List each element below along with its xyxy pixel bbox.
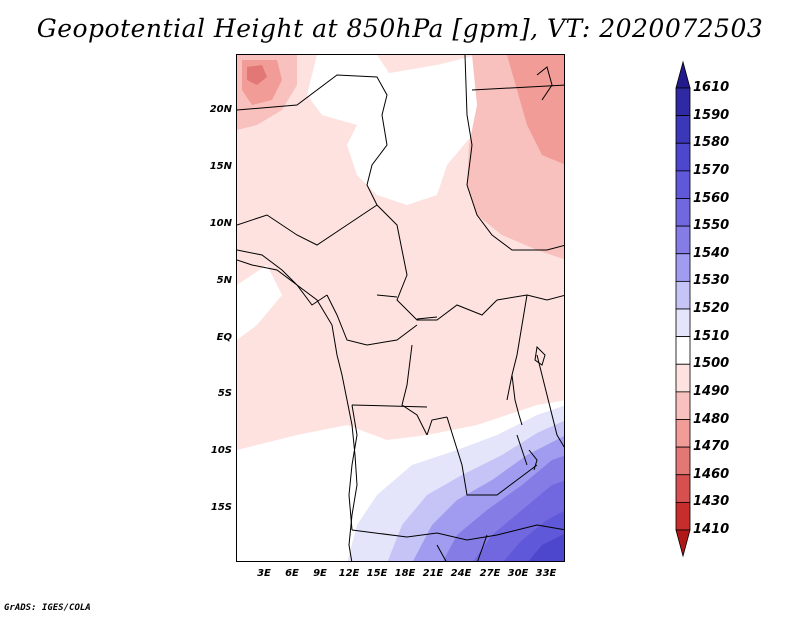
colorbar-segment	[675, 115, 691, 144]
colorbar-segment	[675, 501, 691, 531]
colorbar-segment	[675, 198, 691, 227]
colorbar-segment-top	[675, 60, 691, 89]
lat-label-5s: 5S	[217, 388, 232, 399]
lon-label-3e: 3E	[257, 568, 271, 579]
colorbar-level-label: 1410	[693, 522, 730, 537]
colorbar-level-label: 1560	[693, 190, 730, 206]
colorbar-segment	[675, 336, 691, 365]
map-frame	[236, 54, 565, 562]
colorbar-segment	[675, 142, 691, 172]
geopotential-field	[237, 55, 564, 561]
lon-label-6e: 6E	[285, 568, 299, 579]
field-1500-west-coast	[237, 265, 282, 340]
lon-label-24e: 24E	[450, 568, 472, 579]
map-title: Geopotential Height at 850hPa [gpm], VT:…	[36, 14, 764, 43]
field-1460-northwest	[247, 65, 267, 85]
colorbar-level-label: 1610	[693, 80, 730, 95]
colorbar-segment-bottom	[675, 529, 691, 558]
colorbar-segment	[675, 446, 691, 476]
lon-label-9e: 9E	[313, 568, 327, 579]
lat-label-20n: 20N	[209, 104, 232, 115]
lon-label-33e: 33E	[535, 568, 557, 579]
lat-label-5n: 5N	[216, 275, 232, 286]
grads-credit: GrADS: IGES/COLA	[4, 603, 91, 613]
colorbar-segment	[675, 170, 691, 199]
colorbar-level-label: 1510	[693, 328, 730, 344]
colorbar-level-label: 1480	[693, 411, 730, 427]
field-1500-central	[347, 55, 482, 205]
colorbar-segment	[675, 225, 691, 255]
colorbar-level-label: 1540	[693, 245, 730, 261]
colorbar	[675, 60, 691, 558]
colorbar-segment	[675, 419, 691, 448]
lat-label-15n: 15N	[209, 161, 232, 172]
colorbar-segment	[675, 308, 691, 338]
colorbar-level-label: 1590	[693, 107, 730, 123]
colorbar-segment	[675, 280, 691, 310]
colorbar-level-label: 1500	[693, 356, 730, 372]
colorbar-segment	[675, 474, 691, 503]
colorbar-level-label: 1430	[693, 494, 730, 510]
colorbar-level-label: 1470	[693, 439, 730, 455]
colorbar-level-label: 1490	[693, 383, 730, 399]
colorbar-segment	[675, 363, 691, 393]
lat-label-10n: 10N	[209, 218, 232, 229]
field-1580	[528, 534, 564, 561]
colorbar-segment	[675, 87, 691, 117]
lon-label-27e: 27E	[479, 568, 501, 579]
colorbar-level-label: 1520	[693, 301, 730, 316]
colorbar-segment	[675, 253, 691, 282]
field-1470-northeast	[507, 55, 564, 165]
colorbar-level-label: 1460	[693, 466, 730, 482]
lon-label-18e: 18E	[394, 568, 416, 579]
lon-label-15e: 15E	[366, 568, 388, 579]
coastline	[237, 66, 553, 561]
lon-label-21e: 21E	[422, 568, 444, 579]
lakes	[376, 294, 546, 471]
colorbar-level-label: 1570	[693, 162, 730, 178]
lon-label-30e: 30E	[507, 568, 529, 579]
colorbar-segment	[675, 391, 691, 420]
colorbar-level-label: 1550	[693, 218, 730, 234]
lat-label-10s: 10S	[210, 445, 232, 456]
colorbar-level-label: 1580	[693, 135, 730, 151]
lon-label-12e: 12E	[338, 568, 360, 579]
lat-label-eq: EQ	[216, 332, 232, 343]
country-borders	[237, 55, 564, 561]
lat-label-15s: 15S	[210, 502, 232, 513]
colorbar-level-label: 1530	[693, 273, 730, 289]
